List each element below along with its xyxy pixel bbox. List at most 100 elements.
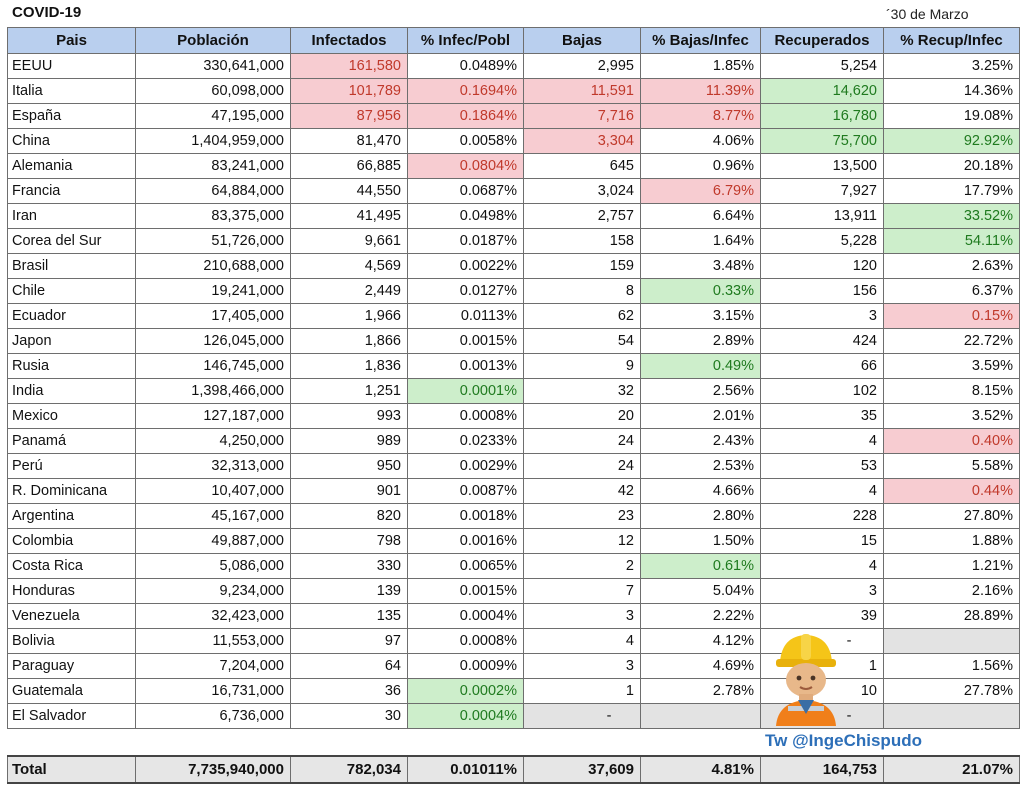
cell-pais: Iran <box>7 203 136 229</box>
table-row: Japon 126,045,000 1,866 0.0015% 54 2.89% 424 22… <box>7 328 1020 354</box>
cell-infectados: 97 <box>290 628 408 654</box>
cell-infec-pobl: 0.0687% <box>407 178 524 204</box>
cell-recup-infec: 17.79% <box>883 178 1020 204</box>
cell-infectados: 950 <box>290 453 408 479</box>
page-title: COVID-19 <box>12 4 82 21</box>
cell-recup-infec: 28.89% <box>883 603 1020 629</box>
cell-recup-infec: 0.15% <box>883 303 1020 329</box>
cell-infectados: 36 <box>290 678 408 704</box>
cell-bajas-infec: 3.15% <box>640 303 761 329</box>
cell-poblacion: 10,407,000 <box>135 478 291 504</box>
cell-infec-pobl: 0.1864% <box>407 103 524 129</box>
cell-bajas-infec: 3.48% <box>640 253 761 279</box>
cell-poblacion: 60,098,000 <box>135 78 291 104</box>
cell-infec-pobl: 0.0233% <box>407 428 524 454</box>
header-row: Pais Población Infectados% Infec/Pobl Bajas… <box>7 27 1020 54</box>
cell-recup-infec <box>883 628 1020 654</box>
cell-infec-pobl: 0.0489% <box>407 53 524 79</box>
cell-poblacion: 9,234,000 <box>135 578 291 604</box>
column-header: Infectados <box>290 27 408 54</box>
table-row: Chile 19,241,000 2,449 0.0127% 8 0.33% 156 6.37… <box>7 278 1020 304</box>
cell-recup-infec: 3.25% <box>883 53 1020 79</box>
cell-recuperados: 5,228 <box>760 228 884 254</box>
cell-pais: Colombia <box>7 528 136 554</box>
cell-bajas: 8 <box>523 278 641 304</box>
cell-recup-infec: 0.40% <box>883 428 1020 454</box>
table-row: Paraguay 7,204,000 64 0.0009% 3 4.69% 1 1.56% <box>7 653 1020 679</box>
cell-recup-infec <box>883 703 1020 729</box>
cell-infectados: 901 <box>290 478 408 504</box>
table-row: Italia 60,098,000 101,789 0.1694% 11,591 11.3… <box>7 78 1020 104</box>
cell-recup-infec: 20.18% <box>883 153 1020 179</box>
cell-poblacion: 32,423,000 <box>135 603 291 629</box>
cell-infec-pobl: 0.0065% <box>407 553 524 579</box>
cell-poblacion: 45,167,000 <box>135 503 291 529</box>
cell-recup-infec: 6.37% <box>883 278 1020 304</box>
cell-recuperados: 4 <box>760 428 884 454</box>
table-row: Costa Rica 5,086,000 330 0.0065% 2 0.61% 4 1.21… <box>7 553 1020 579</box>
cell-pais: El Salvador <box>7 703 136 729</box>
cell-recup-infec: 27.80% <box>883 503 1020 529</box>
cell-recuperados: 66 <box>760 353 884 379</box>
cell-recuperados: 4 <box>760 478 884 504</box>
cell-bajas: 159 <box>523 253 641 279</box>
table-row: China 1,404,959,000 81,470 0.0058% 3,304 4.06… <box>7 128 1020 154</box>
table-row: Colombia 49,887,000 798 0.0016% 12 1.50% 15 1.8… <box>7 528 1020 554</box>
column-header: Población <box>135 27 291 54</box>
cell-poblacion: 6,736,000 <box>135 703 291 729</box>
cell-infec-pobl: 0.0002% <box>407 678 524 704</box>
cell-bajas: 4 <box>523 628 641 654</box>
cell-recuperados: 7,927 <box>760 178 884 204</box>
cell-recup-infec: 19.08% <box>883 103 1020 129</box>
cell-infec-pobl: 0.0001% <box>407 378 524 404</box>
cell-recup-infec: 3.59% <box>883 353 1020 379</box>
cell-infec-pobl: 0.0804% <box>407 153 524 179</box>
report-date: ´30 de Marzo <box>886 6 969 22</box>
cell-infectados: 989 <box>290 428 408 454</box>
cell-bajas: 2 <box>523 553 641 579</box>
cell-pais: Paraguay <box>7 653 136 679</box>
cell-infec-pobl: 0.0004% <box>407 703 524 729</box>
table-row: España 47,195,000 87,956 0.1864% 7,716 8.77% 1… <box>7 103 1020 129</box>
cell-poblacion: 127,187,000 <box>135 403 291 429</box>
cell-recuperados: 53 <box>760 453 884 479</box>
cell-bajas-infec: 2.53% <box>640 453 761 479</box>
cell-infectados: 1,836 <box>290 353 408 379</box>
cell-infectados: 44,550 <box>290 178 408 204</box>
cell-poblacion: 5,086,000 <box>135 553 291 579</box>
cell-poblacion: 83,375,000 <box>135 203 291 229</box>
cell-infectados: 993 <box>290 403 408 429</box>
table-row: Corea del Sur 51,726,000 9,661 0.0187% 158 1.… <box>7 228 1020 254</box>
column-header: % Infec/Pobl <box>407 27 524 54</box>
cell-bajas: 42 <box>523 478 641 504</box>
cell-bajas-infec: 6.79% <box>640 178 761 204</box>
cell-pais: China <box>7 128 136 154</box>
cell-bajas: 3,304 <box>523 128 641 154</box>
cell-recup-infec: 1.21% <box>883 553 1020 579</box>
cell-bajas: 62 <box>523 303 641 329</box>
column-header: Pais <box>7 27 136 54</box>
cell-pais: Alemania <box>7 153 136 179</box>
cell-poblacion: 210,688,000 <box>135 253 291 279</box>
total-bajas-infec: 4.81% <box>640 755 761 784</box>
cell-recup-infec: 8.15% <box>883 378 1020 404</box>
cell-recuperados: 13,500 <box>760 153 884 179</box>
cell-recuperados: 13,911 <box>760 203 884 229</box>
cell-recuperados: 4 <box>760 553 884 579</box>
cell-bajas: 32 <box>523 378 641 404</box>
table-row: EEUU 330,641,000 161,580 0.0489% 2,995 1.85% 5… <box>7 53 1020 79</box>
cell-bajas: 9 <box>523 353 641 379</box>
table-row: Argentina 45,167,000 820 0.0018% 23 2.80% 228 2… <box>7 503 1020 529</box>
cell-infectados: 101,789 <box>290 78 408 104</box>
cell-pais: Guatemala <box>7 678 136 704</box>
table-row: Brasil 210,688,000 4,569 0.0022% 159 3.48% 120… <box>7 253 1020 279</box>
cell-infec-pobl: 0.0009% <box>407 653 524 679</box>
table-row: Panamá 4,250,000 989 0.0233% 24 2.43% 4 0.40% <box>7 428 1020 454</box>
cell-bajas: 158 <box>523 228 641 254</box>
cell-recup-infec: 0.44% <box>883 478 1020 504</box>
cell-bajas-infec: 2.89% <box>640 328 761 354</box>
cell-infectados: 64 <box>290 653 408 679</box>
cell-recup-infec: 2.16% <box>883 578 1020 604</box>
table-row: Honduras 9,234,000 139 0.0015% 7 5.04% 3 2.16% <box>7 578 1020 604</box>
cell-poblacion: 7,204,000 <box>135 653 291 679</box>
